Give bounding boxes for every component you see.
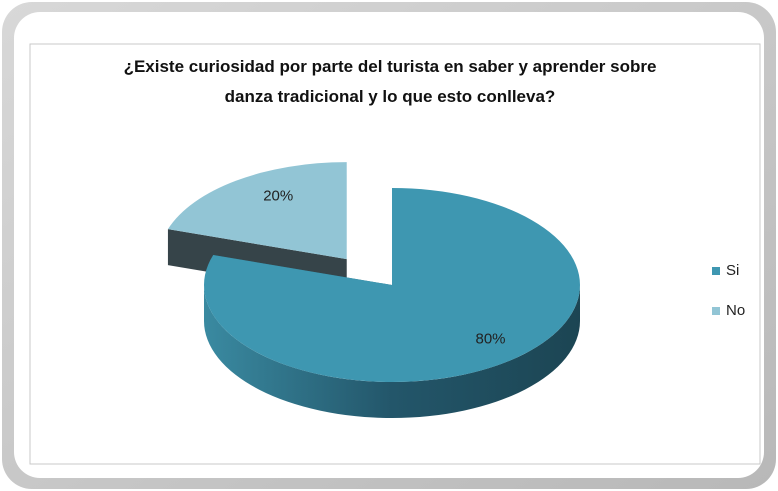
- legend-label: No: [726, 302, 745, 319]
- slice-side: [204, 285, 580, 418]
- legend-swatch: [712, 307, 720, 315]
- legend-swatch: [712, 267, 720, 275]
- plot-border: [29, 43, 761, 465]
- legend-label: Si: [726, 262, 739, 279]
- slice: [203, 188, 580, 382]
- chart-title: ¿Existe curiosidad por parte del turista…: [123, 57, 657, 106]
- data-label: 80%: [475, 331, 505, 348]
- slice: [167, 162, 347, 260]
- panel: [14, 12, 764, 478]
- data-label: 20%: [263, 187, 293, 204]
